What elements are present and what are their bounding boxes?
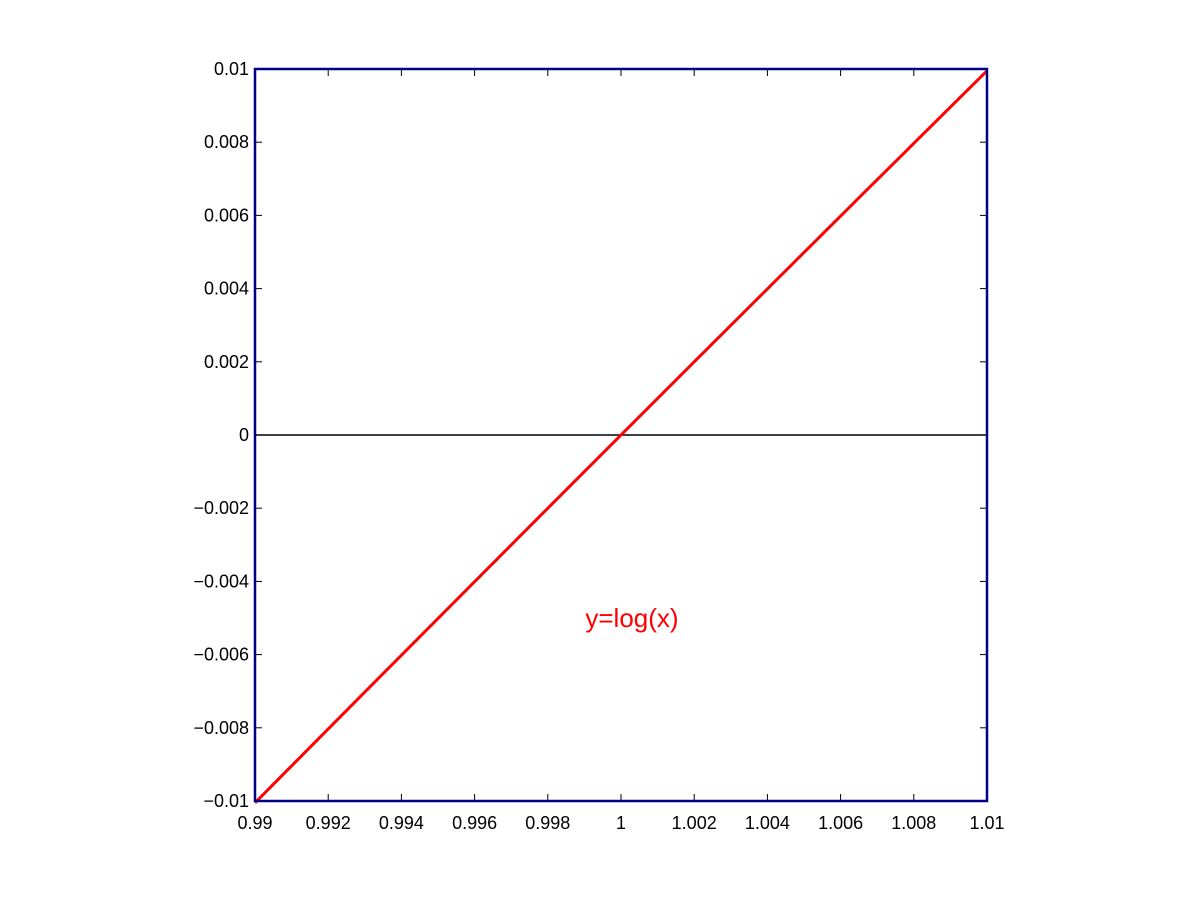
x-tick-labels: 0.99 0.992 0.994 0.996 0.998 1 1.002 1.004 1.006… [237,813,1004,833]
series-line-log [253,69,989,804]
x-tick-label: 0.996 [452,813,497,833]
x-tick-label: 0.99 [237,813,272,833]
x-tick-label: 1.004 [745,813,790,833]
y-tick-label: −0.01 [203,791,249,811]
x-tick-label: 0.992 [306,813,351,833]
plot-frame [253,67,989,803]
y-tick-label: −0.008 [193,718,249,738]
x-tick-label: 1.002 [672,813,717,833]
y-tick-label: 0.008 [204,132,249,152]
y-tick-label: −0.002 [193,498,249,518]
x-tick-label: 0.994 [379,813,424,833]
y-tick-labels: −0.01 −0.008 −0.006 −0.004 −0.002 0 0.002 0.004… [193,59,249,811]
y-tick-label: −0.006 [193,645,249,665]
x-tick-label: 1.006 [818,813,863,833]
y-tick-label: 0.004 [204,279,249,299]
x-tick-label: 0.998 [525,813,570,833]
annotations: y=log(x) [585,603,678,633]
y-tick-label: 0.006 [204,205,249,225]
series-group [253,69,989,804]
y-tick-label: 0.002 [204,352,249,372]
x-tick-label: 1.008 [891,813,936,833]
y-tick-label: 0 [239,425,249,445]
y-tick-label: −0.004 [193,571,249,591]
x-tick-label: 1 [616,813,626,833]
curve-annotation: y=log(x) [585,603,678,633]
x-tick-label: 1.01 [969,813,1004,833]
y-tick-label: 0.01 [214,59,249,79]
